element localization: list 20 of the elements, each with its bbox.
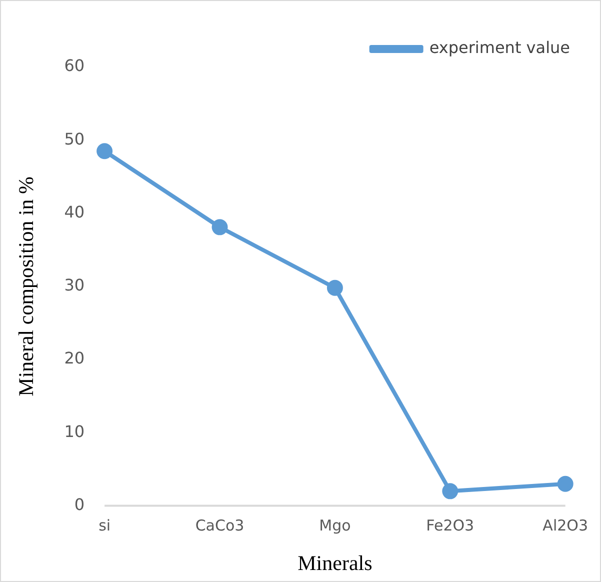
point xyxy=(442,483,458,500)
x-tick-label: CaCo3 xyxy=(195,516,244,535)
x-axis-title: Minerals xyxy=(298,550,372,575)
y-tick-label: 40 xyxy=(64,202,85,222)
legend-label: experiment value xyxy=(429,38,570,58)
y-tick-label: 20 xyxy=(64,348,85,368)
x-tick-label: si xyxy=(98,516,111,535)
y-tick-label: 30 xyxy=(64,276,85,295)
x-tick-label: Fe2O3 xyxy=(426,516,474,535)
y-tick-label: 0 xyxy=(74,494,85,514)
point xyxy=(326,280,343,296)
point xyxy=(557,476,574,492)
y-axis-title: Mineral composition in % xyxy=(14,176,38,396)
point xyxy=(96,143,113,160)
y-tick-label: 60 xyxy=(64,56,85,76)
x-tick-label: Al2O3 xyxy=(542,516,588,535)
y-tick-label: 10 xyxy=(64,422,85,441)
y-tick-label: 50 xyxy=(64,129,85,148)
x-tick-label: Mgo xyxy=(319,516,351,535)
point xyxy=(212,219,228,236)
